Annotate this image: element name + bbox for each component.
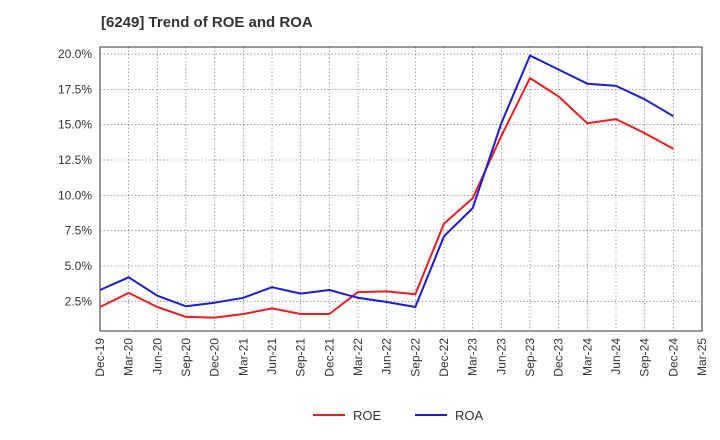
- x-tick-label: Mar-24: [580, 338, 594, 376]
- x-tick-label: Mar-22: [351, 338, 365, 376]
- x-tick-label: Sep-23: [523, 338, 537, 377]
- x-tick-label: Dec-21: [322, 338, 336, 377]
- x-tick-label: Jun-20: [150, 338, 164, 375]
- plot-frame: [99, 46, 703, 332]
- y-tick-label: 15.0%: [58, 118, 92, 132]
- x-tick-label: Mar-25: [695, 338, 709, 376]
- series-line-roe: [99, 77, 674, 319]
- x-tick-label: Mar-20: [122, 338, 136, 376]
- x-tick-label: Dec-22: [437, 338, 451, 377]
- x-tick-label: Dec-20: [208, 338, 222, 377]
- x-tick-label: Dec-19: [93, 338, 107, 377]
- x-tick-label: Sep-20: [179, 338, 193, 377]
- x-tick-label: Dec-23: [552, 338, 566, 377]
- y-tick-label: 17.5%: [58, 82, 92, 96]
- x-tick-label: Sep-21: [294, 338, 308, 377]
- x-tick-label: Sep-22: [408, 338, 422, 377]
- x-tick-label: Sep-24: [638, 338, 652, 377]
- x-tick-label: Jun-22: [380, 338, 394, 375]
- x-tick-label: Jun-24: [609, 338, 623, 375]
- x-tick-label: Mar-21: [236, 338, 250, 376]
- y-tick-label: 5.0%: [65, 259, 93, 273]
- x-tick-label: Mar-23: [466, 338, 480, 376]
- y-tick-label: 7.5%: [65, 224, 93, 238]
- legend-label-roe: ROE: [353, 408, 382, 423]
- y-tick-label: 10.0%: [58, 188, 92, 202]
- series-line-roa: [99, 54, 674, 308]
- chart-title: [6249] Trend of ROE and ROA: [101, 14, 313, 31]
- x-tick-label: Jun-23: [494, 338, 508, 375]
- y-tick-label: 12.5%: [58, 153, 92, 167]
- x-tick-label: Dec-24: [666, 338, 680, 377]
- y-tick-label: 20.0%: [58, 47, 92, 61]
- x-tick-label: Jun-21: [265, 338, 279, 375]
- legend-label-roa: ROA: [455, 408, 484, 423]
- y-tick-label: 2.5%: [65, 294, 93, 308]
